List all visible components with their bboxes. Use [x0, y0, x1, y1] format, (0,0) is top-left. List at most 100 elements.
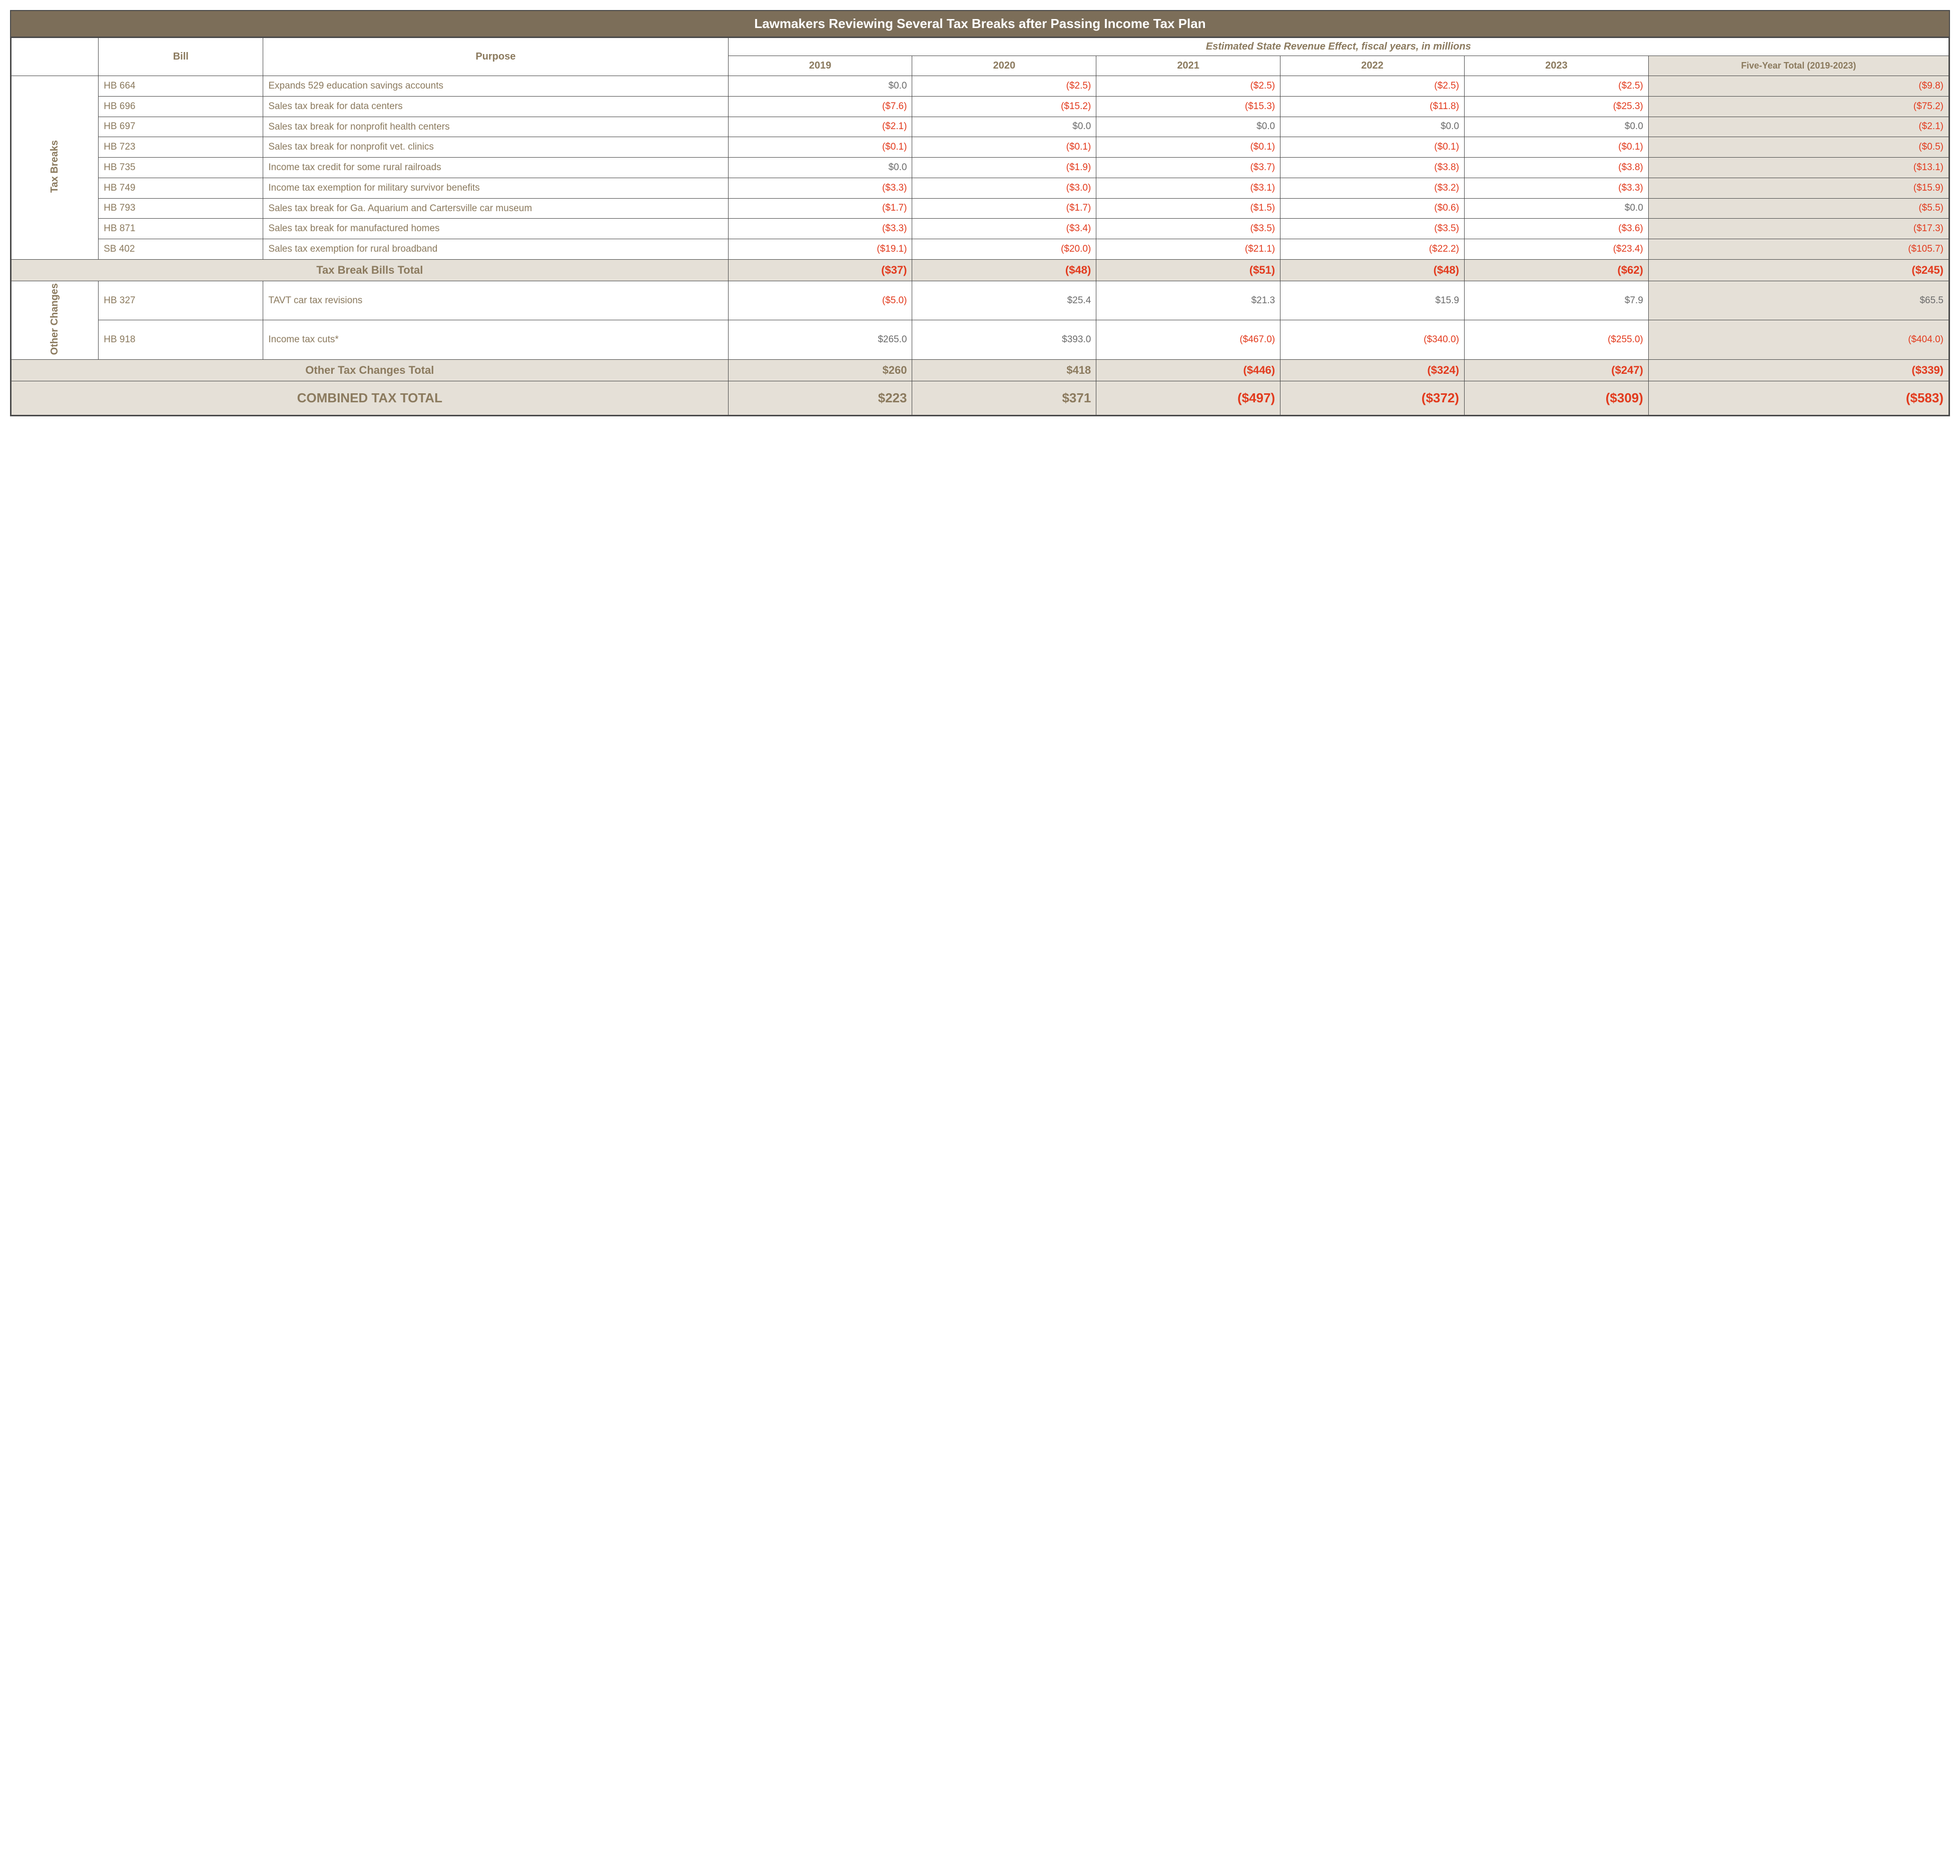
- row-total-cell: ($5.5): [1648, 198, 1948, 219]
- value-cell: ($3.1): [1096, 178, 1280, 198]
- subtotal-value: ($48): [912, 259, 1096, 281]
- value-cell: ($0.1): [728, 137, 912, 158]
- value-cell: ($3.5): [1280, 219, 1465, 239]
- purpose-cell: Sales tax break for nonprofit health cen…: [263, 117, 728, 137]
- group-label-cell: Other Changes: [12, 281, 99, 359]
- value-cell: ($25.3): [1464, 96, 1648, 117]
- group-label: Other Changes: [49, 283, 61, 355]
- value-cell: ($1.7): [728, 198, 912, 219]
- subtotal-value: $418: [912, 360, 1096, 381]
- value-cell: ($0.6): [1280, 198, 1465, 219]
- row-total-cell: ($15.9): [1648, 178, 1948, 198]
- value-cell: ($3.3): [728, 178, 912, 198]
- value-cell: ($3.8): [1464, 158, 1648, 178]
- subtotal-row: Tax Break Bills Total($37)($48)($51)($48…: [12, 259, 1949, 281]
- row-total-cell: ($17.3): [1648, 219, 1948, 239]
- value-cell: ($2.5): [1464, 76, 1648, 97]
- grand-total-value: $371: [912, 381, 1096, 415]
- table-row: HB 871Sales tax break for manufactured h…: [12, 219, 1949, 239]
- value-cell: ($2.5): [912, 76, 1096, 97]
- grand-total-value: $223: [728, 381, 912, 415]
- value-cell: ($7.6): [728, 96, 912, 117]
- purpose-cell: Sales tax break for data centers: [263, 96, 728, 117]
- value-cell: ($15.2): [912, 96, 1096, 117]
- value-cell: ($0.1): [912, 137, 1096, 158]
- value-cell: ($3.2): [1280, 178, 1465, 198]
- tax-breaks-subtotal-label: Tax Break Bills Total: [12, 259, 729, 281]
- purpose-cell: Sales tax break for Ga. Aquarium and Car…: [263, 198, 728, 219]
- value-cell: $0.0: [728, 158, 912, 178]
- value-cell: ($21.1): [1096, 239, 1280, 260]
- header-year-2019: 2019: [728, 56, 912, 76]
- table-body: Tax BreaksHB 664Expands 529 education sa…: [12, 76, 1949, 415]
- value-cell: ($1.9): [912, 158, 1096, 178]
- purpose-cell: Income tax cuts*: [263, 320, 728, 360]
- value-cell: ($255.0): [1464, 320, 1648, 360]
- row-total-cell: ($105.7): [1648, 239, 1948, 260]
- table-row: HB 723Sales tax break for nonprofit vet.…: [12, 137, 1949, 158]
- header-year-2022: 2022: [1280, 56, 1465, 76]
- bill-cell: HB 723: [99, 137, 263, 158]
- table-row: HB 749Income tax exemption for military …: [12, 178, 1949, 198]
- value-cell: $15.9: [1280, 281, 1465, 320]
- value-cell: ($3.4): [912, 219, 1096, 239]
- value-cell: ($3.3): [728, 219, 912, 239]
- bill-cell: HB 696: [99, 96, 263, 117]
- value-cell: $25.4: [912, 281, 1096, 320]
- bill-cell: HB 918: [99, 320, 263, 360]
- table-title: Lawmakers Reviewing Several Tax Breaks a…: [11, 11, 1949, 38]
- grand-total-label: COMBINED TAX TOTAL: [12, 381, 729, 415]
- header-bill: Bill: [99, 38, 263, 76]
- value-cell: ($15.3): [1096, 96, 1280, 117]
- grand-total-value: ($309): [1464, 381, 1648, 415]
- value-cell: ($3.3): [1464, 178, 1648, 198]
- bill-cell: HB 697: [99, 117, 263, 137]
- row-total-cell: ($0.5): [1648, 137, 1948, 158]
- value-cell: ($340.0): [1280, 320, 1465, 360]
- value-cell: ($1.7): [912, 198, 1096, 219]
- header-year-2023: 2023: [1464, 56, 1648, 76]
- table-row: HB 793Sales tax break for Ga. Aquarium a…: [12, 198, 1949, 219]
- value-cell: $0.0: [1464, 198, 1648, 219]
- grand-total-value: ($372): [1280, 381, 1465, 415]
- table-row: HB 918Income tax cuts*$265.0$393.0($467.…: [12, 320, 1949, 360]
- subtotal-value: ($324): [1280, 360, 1465, 381]
- grand-total-total: ($583): [1648, 381, 1948, 415]
- subtotal-value: $260: [728, 360, 912, 381]
- purpose-cell: Sales tax break for nonprofit vet. clini…: [263, 137, 728, 158]
- bill-cell: HB 664: [99, 76, 263, 97]
- row-total-cell: $65.5: [1648, 281, 1948, 320]
- value-cell: ($5.0): [728, 281, 912, 320]
- value-cell: $0.0: [1096, 117, 1280, 137]
- value-cell: ($3.6): [1464, 219, 1648, 239]
- value-cell: $0.0: [728, 76, 912, 97]
- value-cell: $0.0: [1280, 117, 1465, 137]
- header-purpose: Purpose: [263, 38, 728, 76]
- value-cell: ($20.0): [912, 239, 1096, 260]
- value-cell: ($11.8): [1280, 96, 1465, 117]
- bill-cell: SB 402: [99, 239, 263, 260]
- table-row: Other ChangesHB 327TAVT car tax revision…: [12, 281, 1949, 320]
- value-cell: ($0.1): [1096, 137, 1280, 158]
- value-cell: ($23.4): [1464, 239, 1648, 260]
- table-row: SB 402Sales tax exemption for rural broa…: [12, 239, 1949, 260]
- group-label: Tax Breaks: [49, 140, 61, 193]
- value-cell: ($2.1): [728, 117, 912, 137]
- row-total-cell: ($9.8): [1648, 76, 1948, 97]
- value-cell: $393.0: [912, 320, 1096, 360]
- value-cell: $0.0: [1464, 117, 1648, 137]
- purpose-cell: Sales tax break for manufactured homes: [263, 219, 728, 239]
- bill-cell: HB 327: [99, 281, 263, 320]
- header-spanner: Estimated State Revenue Effect, fiscal y…: [728, 38, 1948, 56]
- other-changes-subtotal-label: Other Tax Changes Total: [12, 360, 729, 381]
- purpose-cell: Income tax credit for some rural railroa…: [263, 158, 728, 178]
- value-cell: $0.0: [912, 117, 1096, 137]
- value-cell: ($1.5): [1096, 198, 1280, 219]
- value-cell: ($19.1): [728, 239, 912, 260]
- tax-table-container: Lawmakers Reviewing Several Tax Breaks a…: [10, 10, 1950, 416]
- value-cell: ($2.5): [1280, 76, 1465, 97]
- value-cell: $7.9: [1464, 281, 1648, 320]
- value-cell: ($3.8): [1280, 158, 1465, 178]
- row-total-cell: ($2.1): [1648, 117, 1948, 137]
- subtotal-value: ($51): [1096, 259, 1280, 281]
